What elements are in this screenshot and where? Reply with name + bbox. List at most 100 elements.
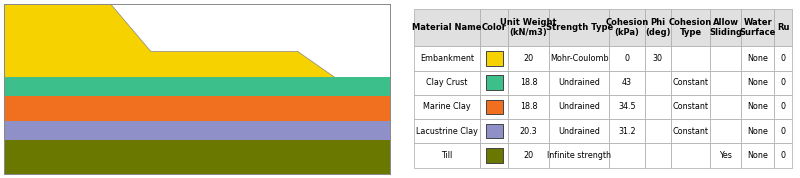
Bar (549, 9, 610, 46)
Text: 43: 43 (622, 78, 632, 87)
Text: 18.8: 18.8 (520, 103, 538, 111)
Text: None: None (747, 78, 768, 87)
Text: 20.3: 20.3 (520, 127, 538, 136)
Text: Unit Weight
(kN/m3): Unit Weight (kN/m3) (500, 18, 557, 37)
Bar (774, 9, 792, 46)
Text: Ru: Ru (777, 23, 790, 32)
Bar (610, 70, 645, 95)
Bar (549, 46, 610, 70)
Text: 18.8: 18.8 (520, 78, 538, 87)
Bar (508, 70, 549, 95)
Text: Constant: Constant (673, 103, 709, 111)
Text: Water
Surface: Water Surface (739, 18, 776, 37)
Text: Undrained: Undrained (558, 103, 600, 111)
Bar (742, 119, 774, 143)
Bar (645, 46, 671, 70)
Bar (774, 143, 792, 168)
Text: None: None (747, 103, 768, 111)
Bar (645, 9, 671, 46)
Bar (710, 70, 742, 95)
Text: 0: 0 (781, 151, 786, 160)
Bar (610, 143, 645, 168)
Bar (710, 95, 742, 119)
Bar (774, 70, 792, 95)
Bar (486, 100, 502, 114)
Bar (671, 119, 710, 143)
Bar (414, 9, 480, 46)
Bar (508, 119, 549, 143)
Text: Allow
Sliding: Allow Sliding (709, 18, 742, 37)
Bar (549, 95, 610, 119)
Text: Clay Crust: Clay Crust (426, 78, 467, 87)
Bar (480, 9, 508, 46)
Text: 31.2: 31.2 (618, 127, 636, 136)
Bar (480, 70, 508, 95)
Bar (671, 143, 710, 168)
Text: Mohr-Coulomb: Mohr-Coulomb (550, 54, 609, 63)
Text: 34.5: 34.5 (618, 103, 636, 111)
Bar (414, 143, 480, 168)
Bar (774, 119, 792, 143)
Text: None: None (747, 54, 768, 63)
Text: Constant: Constant (673, 78, 709, 87)
Text: Constant: Constant (673, 127, 709, 136)
Bar (486, 51, 502, 66)
Bar (742, 95, 774, 119)
Bar (549, 143, 610, 168)
Bar (774, 46, 792, 70)
Text: Lacustrine Clay: Lacustrine Clay (416, 127, 478, 136)
Bar (774, 95, 792, 119)
Text: 0: 0 (781, 127, 786, 136)
Bar (610, 46, 645, 70)
Text: Yes: Yes (719, 151, 732, 160)
Bar (480, 119, 508, 143)
Text: 0: 0 (781, 54, 786, 63)
Text: None: None (747, 151, 768, 160)
Bar (480, 95, 508, 119)
Text: Till: Till (442, 151, 453, 160)
Bar (414, 70, 480, 95)
Bar (645, 143, 671, 168)
Text: Embankment: Embankment (420, 54, 474, 63)
Bar (710, 9, 742, 46)
Text: 0: 0 (781, 103, 786, 111)
Bar (710, 46, 742, 70)
Text: 20: 20 (523, 151, 534, 160)
Bar (671, 70, 710, 95)
Bar (710, 143, 742, 168)
Bar (486, 75, 502, 90)
Text: Material Name: Material Name (412, 23, 482, 32)
Text: Marine Clay: Marine Clay (423, 103, 470, 111)
Text: Cohesion
Type: Cohesion Type (669, 18, 712, 37)
Bar (480, 143, 508, 168)
Bar (508, 46, 549, 70)
Bar (645, 70, 671, 95)
Text: 0: 0 (781, 78, 786, 87)
Bar (610, 9, 645, 46)
Text: Infinite strength: Infinite strength (547, 151, 611, 160)
Bar (480, 46, 508, 70)
Text: None: None (747, 127, 768, 136)
Bar (486, 148, 502, 163)
Text: Undrained: Undrained (558, 78, 600, 87)
Text: 0: 0 (625, 54, 630, 63)
Bar (414, 46, 480, 70)
Bar (671, 9, 710, 46)
Bar (610, 95, 645, 119)
Text: 30: 30 (653, 54, 663, 63)
Text: Cohesion
(kPa): Cohesion (kPa) (606, 18, 649, 37)
Polygon shape (4, 4, 334, 77)
Text: Color: Color (482, 23, 506, 32)
Bar (742, 70, 774, 95)
Bar (671, 46, 710, 70)
Bar (710, 119, 742, 143)
Bar (486, 124, 502, 138)
Bar (610, 119, 645, 143)
Bar (508, 95, 549, 119)
Bar (508, 9, 549, 46)
Bar (549, 119, 610, 143)
Bar (414, 119, 480, 143)
Bar (742, 46, 774, 70)
Bar (645, 119, 671, 143)
Text: Strength Type: Strength Type (546, 23, 613, 32)
